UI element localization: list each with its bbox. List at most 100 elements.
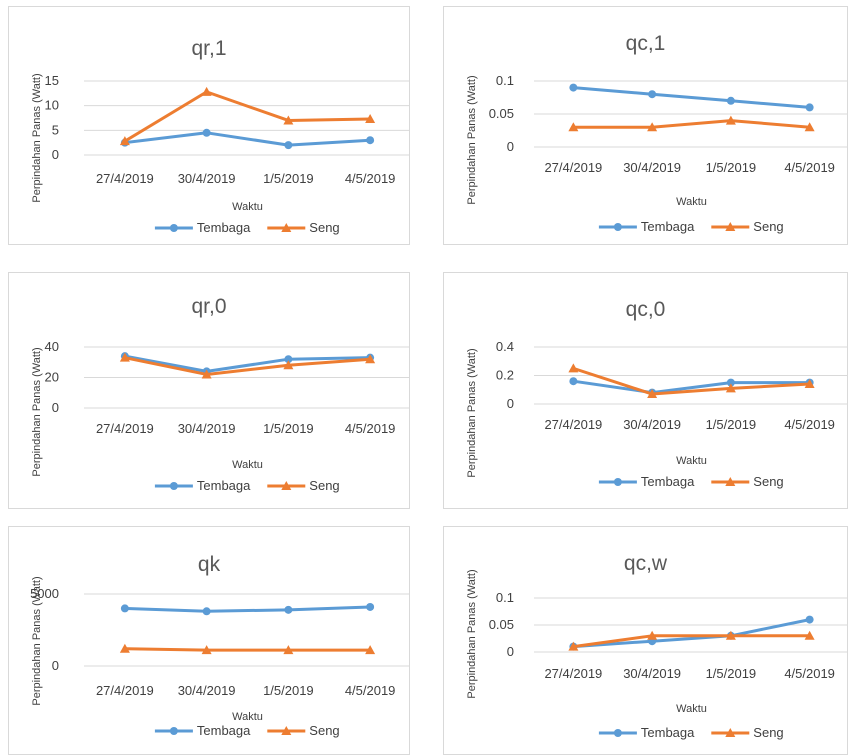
- data-point-seng: [725, 630, 736, 640]
- data-point-seng: [201, 86, 212, 96]
- legend-label-tembaga: Tembaga: [641, 219, 695, 234]
- data-point-seng: [725, 115, 736, 125]
- series-line-tembaga: [571, 379, 812, 395]
- x-tick-label: 30/4/2019: [623, 160, 681, 175]
- data-point-seng: [647, 389, 658, 399]
- chart-qc1: qc,1 Perpindahan Panas (Watt) 0 0.05 0.1 27/4…: [466, 32, 847, 234]
- x-tick-label: 27/4/2019: [96, 421, 154, 436]
- data-point-seng: [201, 369, 212, 379]
- chart-title: qc,w: [624, 552, 668, 575]
- series-line-tembaga: [571, 618, 812, 649]
- x-tick-label: 27/4/2019: [544, 160, 602, 175]
- x-tick-label: 1/5/2019: [263, 421, 314, 436]
- x-tick-label: 27/4/2019: [96, 683, 154, 698]
- data-point-seng: [804, 630, 815, 640]
- data-point-tembaga: [120, 604, 129, 613]
- x-tick-label: 1/5/2019: [706, 160, 757, 175]
- chart-panel-qr1: qr,1 Perpindahan Panas (Watt) 0 5 10 15 27/4/2…: [8, 6, 410, 245]
- legend-marker-tembaga: [169, 482, 178, 490]
- y-tick-label: 0.1: [496, 73, 514, 88]
- x-tick-label: 27/4/2019: [96, 171, 154, 186]
- y-axis-label: Perpindahan Panas (Watt): [31, 576, 43, 705]
- series-line-seng: [571, 119, 812, 129]
- data-point-tembaga: [202, 607, 211, 616]
- legend-marker-tembaga: [613, 478, 622, 486]
- x-tick-label: 1/5/2019: [706, 417, 757, 432]
- data-point-seng: [725, 383, 736, 393]
- y-axis-label: Perpindahan Panas (Watt): [31, 347, 43, 476]
- chart-title: qr,0: [191, 295, 226, 318]
- data-point-tembaga: [569, 377, 578, 386]
- x-tick-label: 1/5/2019: [263, 171, 314, 186]
- x-axis-label: Waktu: [232, 711, 263, 723]
- x-tick-label: 1/5/2019: [706, 666, 757, 681]
- chart-qc0: qc,0 Perpindahan Panas (Watt) 0 0.2 0.4 27/4/…: [466, 298, 847, 489]
- x-tick-label: 27/4/2019: [544, 666, 602, 681]
- data-point-seng: [365, 354, 376, 364]
- x-axis-label: Waktu: [676, 196, 707, 208]
- legend-label-seng: Seng: [753, 725, 783, 740]
- legend-marker-seng: [725, 222, 736, 231]
- data-point-tembaga: [569, 83, 578, 92]
- legend-label-tembaga: Tembaga: [197, 220, 251, 235]
- x-tick-label: 30/4/2019: [178, 421, 236, 436]
- data-point-seng: [568, 363, 579, 373]
- y-tick-label: 0: [52, 658, 59, 673]
- chart-qcw: qc,w Perpindahan Panas (Watt) 0 0.05 0.1 27/4…: [466, 552, 847, 740]
- y-tick-label: 0: [52, 147, 59, 162]
- legend-marker-tembaga: [613, 223, 622, 231]
- y-tick-label: 40: [45, 339, 59, 354]
- data-point-seng: [119, 643, 130, 653]
- legend-label-tembaga: Tembaga: [641, 474, 695, 489]
- legend-label-tembaga: Tembaga: [197, 723, 251, 738]
- chart-panel-qr0: qr,0 Perpindahan Panas (Watt) 0 20 40 27/4/20…: [8, 272, 410, 509]
- chart-title: qc,0: [626, 298, 666, 321]
- data-point-seng: [804, 379, 815, 389]
- chart-panel-qc0: qc,0 Perpindahan Panas (Watt) 0 0.2 0.4 27/4/…: [443, 272, 848, 509]
- legend-label-seng: Seng: [309, 220, 339, 235]
- series-line-tembaga: [123, 605, 372, 613]
- data-point-seng: [804, 122, 815, 132]
- data-point-seng: [365, 645, 376, 655]
- y-tick-label: 20: [45, 370, 59, 385]
- x-tick-label: 30/4/2019: [623, 666, 681, 681]
- chart-qr1: qr,1 Perpindahan Panas (Watt) 0 5 10 15 27/4/2…: [31, 37, 409, 235]
- data-point-seng: [283, 645, 294, 655]
- y-tick-label: 0.05: [489, 617, 514, 632]
- x-tick-label: 4/5/2019: [784, 160, 835, 175]
- legend-marker-seng: [281, 481, 292, 490]
- y-tick-label: 0: [507, 644, 514, 659]
- y-axis-label: Perpindahan Panas (Watt): [466, 348, 478, 477]
- y-tick-label: 5000: [30, 586, 59, 601]
- legend-label-seng: Seng: [753, 474, 783, 489]
- data-point-seng: [283, 115, 294, 125]
- series-line-seng: [571, 634, 812, 649]
- x-tick-label: 30/4/2019: [178, 683, 236, 698]
- series-line-seng: [123, 356, 372, 376]
- x-axis-label: Waktu: [676, 703, 707, 715]
- legend-marker-tembaga: [169, 727, 178, 735]
- legend-marker-tembaga: [613, 729, 622, 737]
- data-point-tembaga: [726, 96, 735, 105]
- data-point-tembaga: [805, 103, 814, 112]
- x-tick-label: 4/5/2019: [345, 421, 396, 436]
- y-tick-label: 0.05: [489, 106, 514, 121]
- x-tick-label: 4/5/2019: [345, 683, 396, 698]
- data-point-tembaga: [648, 90, 657, 99]
- data-point-tembaga: [284, 605, 293, 614]
- x-tick-label: 4/5/2019: [784, 666, 835, 681]
- x-axis-label: Waktu: [232, 201, 263, 213]
- data-point-seng: [365, 113, 376, 123]
- y-tick-label: 15: [45, 73, 59, 88]
- y-tick-label: 0: [507, 396, 514, 411]
- legend-label-seng: Seng: [309, 723, 339, 738]
- data-point-seng: [568, 122, 579, 132]
- legend-marker-seng: [725, 728, 736, 737]
- legend-label-tembaga: Tembaga: [641, 725, 695, 740]
- data-point-tembaga: [284, 141, 293, 150]
- x-axis-label: Waktu: [232, 459, 263, 471]
- series-line-tembaga: [123, 131, 372, 147]
- data-point-tembaga: [366, 602, 375, 611]
- data-point-seng: [283, 360, 294, 370]
- legend-marker-seng: [281, 726, 292, 735]
